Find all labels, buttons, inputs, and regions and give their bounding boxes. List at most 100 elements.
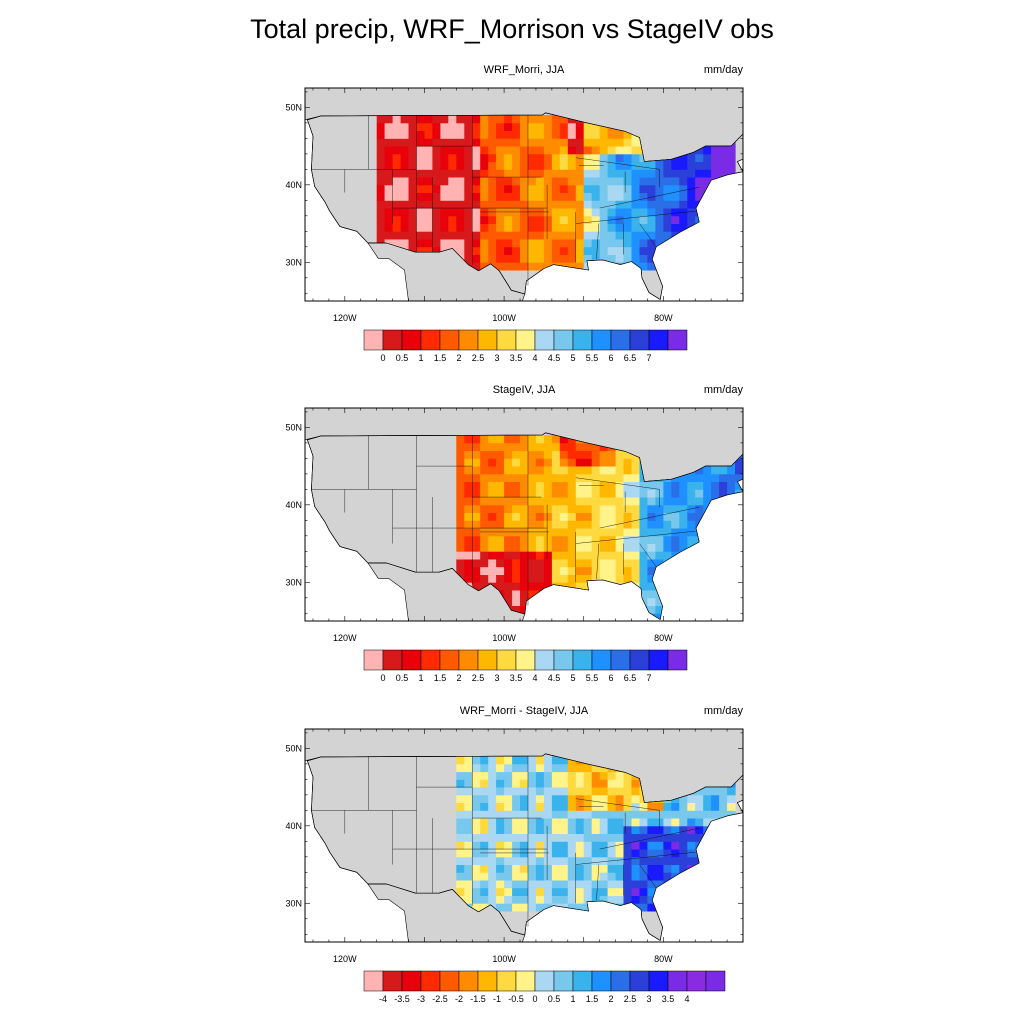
precip-cell [679,833,688,842]
precip-cell [472,254,481,263]
precip-cell [416,161,425,170]
precip-cell [543,435,553,444]
precip-cell [472,481,481,490]
precip-cell [464,231,473,240]
precip-cell [567,779,577,788]
precip-cell [575,872,585,881]
precip-cell [647,246,656,255]
precip-cell [559,239,569,248]
precip-cell [607,841,617,850]
colorbar-box [458,970,479,992]
precip-cell [591,223,601,232]
precip-cell [647,512,656,521]
precip-cell [655,849,664,858]
precip-cell [512,880,521,889]
precip-cell [480,559,489,568]
precip-cell [512,887,521,896]
precip-cell [655,605,664,614]
precip-cell [480,903,489,912]
precip-cell [488,880,497,889]
precip-cell [440,200,449,209]
precip-cell [655,200,664,209]
precip-cell [575,880,585,889]
precip-cell [520,802,529,811]
precip-cell [631,208,640,217]
precip-cell [631,520,640,529]
precip-cell [615,497,625,506]
precip-cell [599,794,609,803]
precip-cell [416,208,425,217]
precip-cell [480,849,489,858]
precip-cell [520,887,529,896]
precip-cell [575,763,585,773]
precip-cell [607,779,617,788]
precip-cell [647,223,656,232]
precip-cell [464,450,473,459]
precip-cell [631,872,640,881]
precip-cell [504,138,513,147]
precip-cell [567,582,577,591]
precip-cell [551,895,561,904]
colorbar-box [553,970,574,992]
precip-cell [719,489,728,498]
precip-cell [703,794,712,803]
precip-cell [448,122,457,132]
precip-cell [607,895,617,904]
precip-cell [583,215,593,224]
precip-cell [472,825,481,834]
precip-cell [583,450,593,459]
precip-cell [703,169,712,178]
precip-cell [559,254,569,263]
panel-diff: WRF_Morri - StageIV, JJA mm/day 50N 40N 30… [0,641,1024,1004]
precip-cell [496,818,505,827]
precip-cell [655,597,664,606]
lat-label: 40N [285,821,302,831]
precip-cell [543,153,553,162]
precip-cell [663,849,672,858]
precip-cell [535,833,545,842]
precip-cell [543,489,553,498]
precip-cell [591,818,601,827]
precip-cell [607,130,617,139]
precip-cell [663,543,672,552]
precip-cell [496,566,505,575]
precip-cell [472,559,481,568]
colorbar-label: -4 [379,994,387,1004]
precip-cell [464,442,473,452]
precip-cell [559,802,569,811]
precip-cell [575,520,585,529]
precip-cell [543,254,553,263]
precip-cell [472,169,481,178]
precip-cell [719,481,728,490]
precip-cell [551,849,561,858]
precip-cell [663,215,672,224]
precip-cell [512,810,521,819]
precip-cell [719,466,728,475]
precip-cell [575,489,585,498]
precip-cell [623,574,632,583]
precip-cell [639,559,648,568]
precip-cell [392,161,402,170]
precip-cell [551,223,561,232]
precip-cell [512,177,521,186]
precip-cell [504,504,513,513]
precip-cell [472,872,481,881]
precip-cell [392,200,402,209]
precip-cell [615,543,625,552]
colorbar-label: 1.5 [586,994,599,1004]
precip-cell [567,169,577,178]
precip-cell [647,605,656,614]
precip-cell [607,497,617,506]
map-area [305,88,743,301]
precip-cell [727,161,736,170]
precip-cell [456,458,465,467]
precip-cell [623,473,632,482]
precip-cell [543,215,553,224]
precip-cell [512,849,521,858]
precip-cell [695,153,704,162]
precip-cell [559,574,569,583]
precip-cell [583,864,593,873]
precip-cell [551,802,561,811]
precip-cell [504,458,513,467]
precip-cell [551,880,561,889]
